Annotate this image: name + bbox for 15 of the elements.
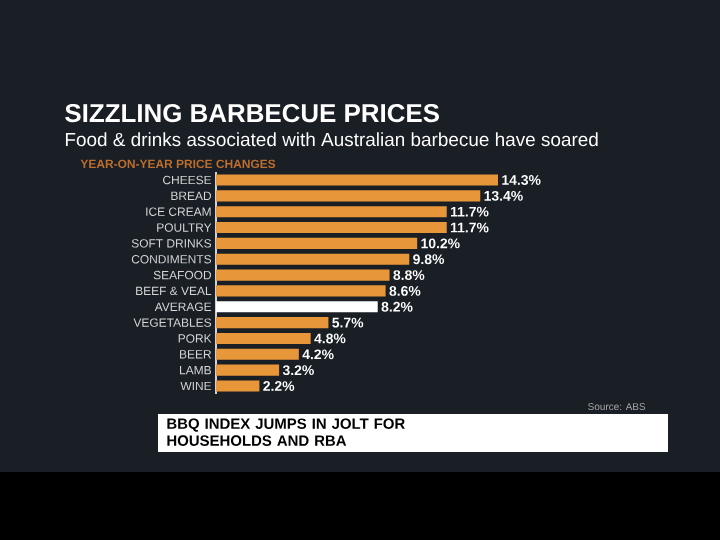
chart-subtitle: Food & drinks associated with Australian barbecue have soared (65, 132, 598, 147)
bar (216, 364, 280, 376)
bar (216, 253, 410, 265)
bar (216, 221, 447, 234)
bar (216, 174, 499, 186)
bar (216, 269, 390, 281)
bar (216, 285, 386, 297)
bar (216, 332, 311, 345)
chart-title: SIZZLING BARBECUE PRICES (65, 103, 439, 123)
bar (216, 206, 447, 218)
bar (216, 348, 299, 360)
bar (216, 190, 481, 202)
bar (216, 317, 329, 329)
bar (216, 380, 260, 392)
bar (216, 237, 418, 249)
